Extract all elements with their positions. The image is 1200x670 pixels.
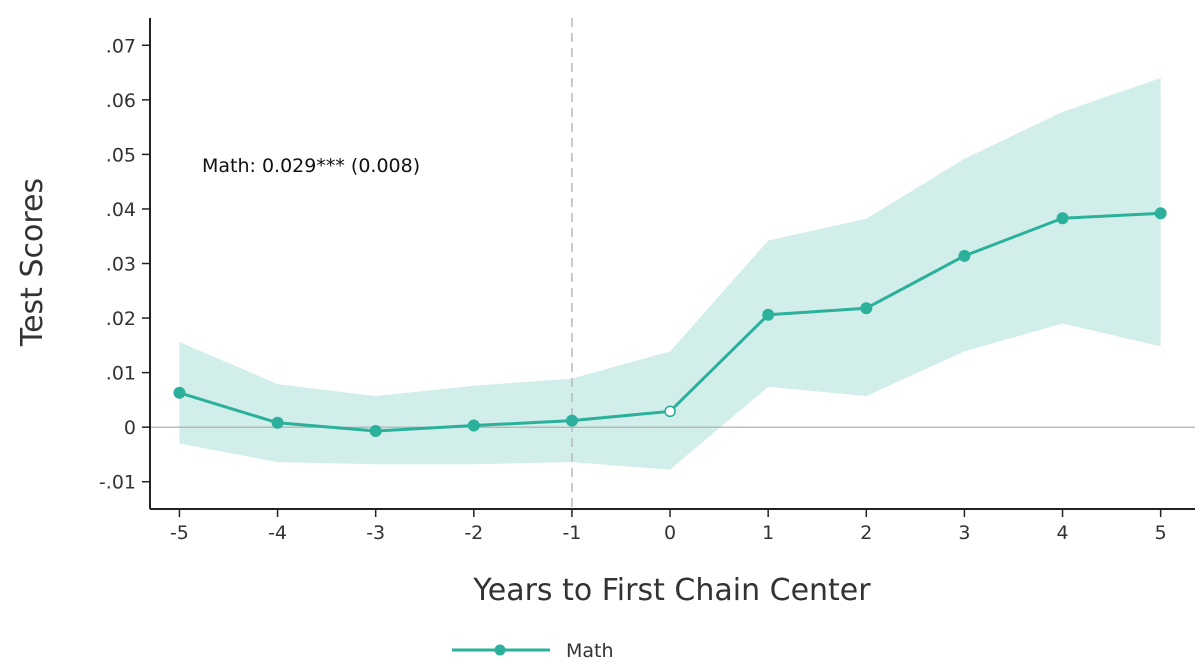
- x-tick-label: -1: [562, 522, 581, 544]
- data-point: [860, 302, 873, 315]
- axes: -.01 0 .01 .02 .03 .04 .05 .06 .07 -5 -4 -3 -2 -1 0 1 2 3…: [99, 18, 1195, 544]
- y-tick-label: .04: [106, 199, 136, 221]
- confidence-band-layer: [179, 78, 1161, 470]
- y-axis-title: Test Scores: [15, 178, 50, 347]
- data-point: [467, 419, 480, 432]
- y-tick-label: .02: [106, 308, 136, 330]
- y-tick-label: .07: [106, 35, 136, 57]
- data-point: [958, 249, 971, 262]
- y-tick-label: -.01: [99, 472, 136, 494]
- legend-marker-math: [494, 644, 506, 656]
- x-tick-label: -5: [170, 522, 189, 544]
- data-point: [762, 308, 775, 321]
- x-tick-label: 5: [1155, 522, 1167, 544]
- x-tick-label: 1: [762, 522, 774, 544]
- y-tick-label: .03: [106, 254, 136, 276]
- y-tick-label: .06: [106, 90, 136, 112]
- x-axis-title: Years to First Chain Center: [472, 573, 871, 608]
- data-point: [1056, 212, 1069, 225]
- series-layer: [173, 207, 1167, 437]
- data-point: [565, 414, 578, 427]
- legend-label-math: Math: [566, 640, 614, 662]
- data-point-open: [664, 405, 676, 418]
- x-tick-label: 4: [1056, 522, 1068, 544]
- data-point: [369, 424, 382, 437]
- x-tick-label: -4: [268, 522, 287, 544]
- chart-annotation: Math: 0.029*** (0.008): [202, 155, 420, 177]
- x-tick-label: 0: [664, 522, 676, 544]
- data-point: [1154, 207, 1167, 220]
- y-tick-label: .05: [106, 144, 136, 166]
- y-tick-label: .01: [106, 363, 136, 385]
- legend: Math: [452, 640, 614, 662]
- x-tick-label: 3: [958, 522, 970, 544]
- x-tick-label: -3: [366, 522, 385, 544]
- confidence-band-math: [179, 78, 1161, 470]
- x-tick-label: 2: [860, 522, 872, 544]
- y-tick-label: 0: [124, 417, 136, 439]
- data-point: [173, 386, 186, 399]
- x-tick-label: -2: [464, 522, 483, 544]
- data-point: [271, 416, 284, 429]
